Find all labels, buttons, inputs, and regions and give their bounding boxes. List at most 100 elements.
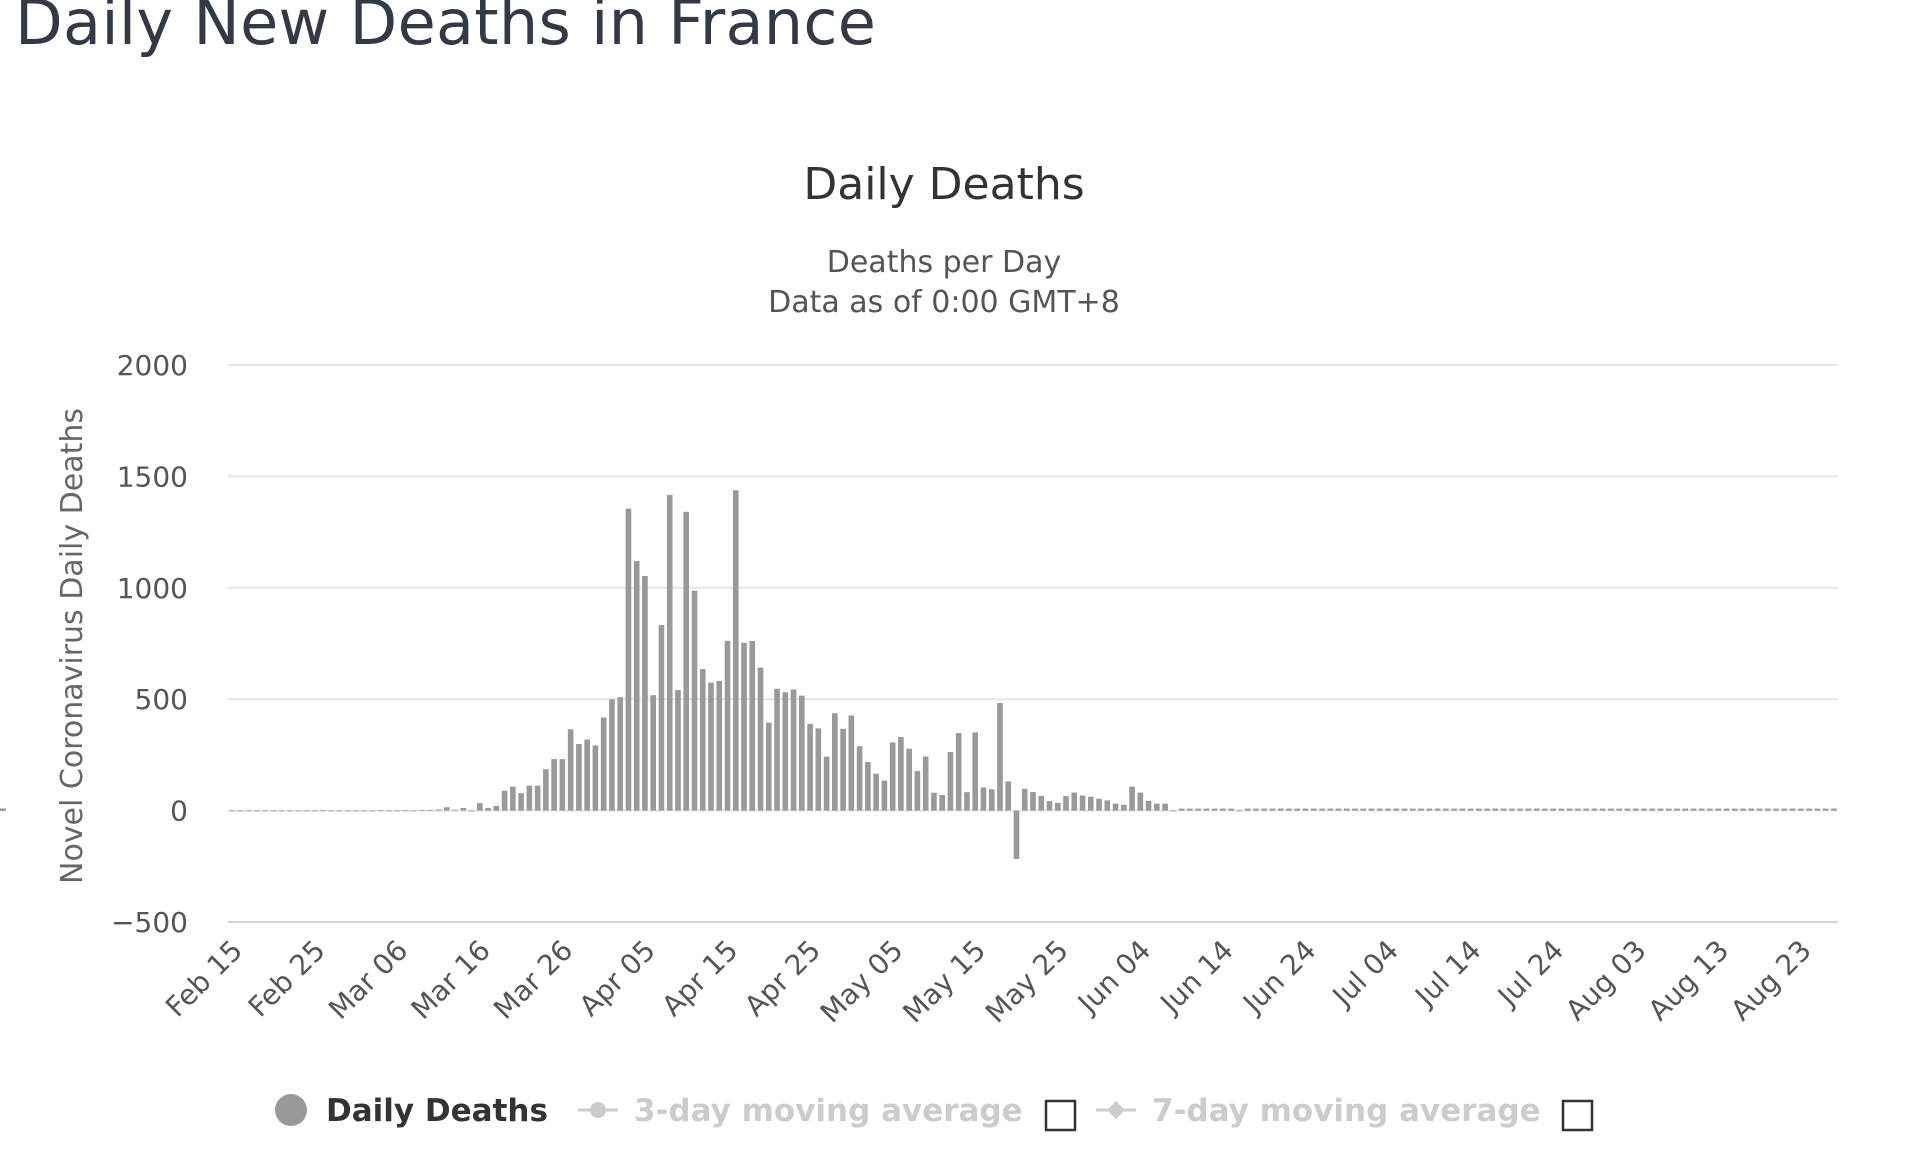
bar-2020-06-20[interactable] bbox=[1269, 808, 1276, 811]
bar-2020-06-11[interactable] bbox=[1195, 808, 1201, 811]
bar-2020-06-22[interactable] bbox=[1286, 808, 1292, 811]
bar-2020-06-13[interactable] bbox=[1211, 808, 1218, 811]
bar-2020-08-04[interactable] bbox=[1641, 808, 1647, 811]
bar-2020-07-30[interactable] bbox=[1599, 808, 1606, 811]
bar-2020-07-04[interactable] bbox=[1385, 808, 1391, 811]
bar-2020-04-22[interactable] bbox=[782, 692, 789, 811]
bar-2020-07-21[interactable] bbox=[1525, 808, 1532, 811]
bar-2020-08-20[interactable] bbox=[1773, 808, 1779, 811]
legend-item-daily-deaths[interactable]: Daily Deaths bbox=[275, 1093, 548, 1129]
bar-2020-02-18[interactable] bbox=[254, 810, 260, 812]
bar-2020-03-24[interactable] bbox=[543, 769, 549, 811]
legend-item-7-day-moving-average[interactable]: 7-day moving average bbox=[1096, 1093, 1594, 1132]
bar-2020-07-17[interactable] bbox=[1492, 808, 1499, 811]
bar-2020-04-21[interactable] bbox=[774, 688, 780, 811]
bar-2020-02-27[interactable] bbox=[328, 810, 335, 812]
bar-2020-05-03[interactable] bbox=[873, 773, 879, 811]
bar-2020-08-14[interactable] bbox=[1723, 808, 1730, 811]
bar-2020-04-07[interactable] bbox=[658, 625, 665, 811]
bar-2020-07-16[interactable] bbox=[1484, 808, 1490, 811]
bar-2020-03-23[interactable] bbox=[534, 785, 541, 811]
legend-item-3-day-moving-average[interactable]: 3-day moving average bbox=[578, 1093, 1077, 1132]
bar-2020-07-18[interactable] bbox=[1500, 808, 1507, 811]
bar-2020-04-04[interactable] bbox=[633, 561, 640, 811]
bar-2020-04-18[interactable] bbox=[749, 641, 756, 811]
bar-2020-02-26[interactable] bbox=[320, 810, 326, 812]
bar-2020-07-12[interactable] bbox=[1451, 808, 1457, 811]
bar-2020-03-14[interactable] bbox=[460, 807, 467, 811]
bar-2020-05-08[interactable] bbox=[914, 770, 921, 811]
bar-2020-03-13[interactable] bbox=[452, 809, 458, 811]
bar-2020-03-31[interactable] bbox=[600, 717, 607, 811]
bar-2020-07-06[interactable] bbox=[1401, 808, 1408, 811]
bar-2020-05-29[interactable] bbox=[1087, 796, 1094, 811]
bar-2020-05-15[interactable] bbox=[972, 732, 979, 811]
bar-2020-03-20[interactable] bbox=[510, 786, 516, 811]
bar-2020-06-01[interactable] bbox=[1112, 803, 1119, 811]
bar-2020-03-30[interactable] bbox=[592, 745, 599, 811]
bar-2020-04-16[interactable] bbox=[732, 490, 739, 811]
bar-2020-02-15[interactable] bbox=[229, 810, 235, 812]
bar-2020-03-07[interactable] bbox=[402, 810, 409, 812]
bar-2020-08-11[interactable] bbox=[1698, 808, 1705, 811]
bar-2020-07-20[interactable] bbox=[1517, 808, 1523, 811]
bar-2020-06-23[interactable] bbox=[1294, 808, 1301, 811]
bar-2020-07-28[interactable] bbox=[1583, 808, 1589, 811]
bar-2020-05-24[interactable] bbox=[1046, 801, 1053, 811]
bar-2020-05-16[interactable] bbox=[980, 787, 987, 811]
bar-2020-08-16[interactable] bbox=[1740, 808, 1746, 811]
bar-2020-06-21[interactable] bbox=[1277, 808, 1284, 811]
bar-2020-03-08[interactable] bbox=[410, 810, 417, 812]
bar-2020-07-15[interactable] bbox=[1476, 808, 1482, 811]
bar-2020-05-25[interactable] bbox=[1054, 802, 1061, 811]
bar-2020-04-26[interactable] bbox=[815, 728, 822, 811]
bar-2020-07-19[interactable] bbox=[1509, 808, 1515, 811]
bar-2020-06-10[interactable] bbox=[1187, 808, 1193, 811]
bar-2020-06-09[interactable] bbox=[1178, 808, 1185, 811]
bar-2020-07-22[interactable] bbox=[1533, 808, 1540, 811]
bar-2020-06-30[interactable] bbox=[1352, 808, 1358, 811]
bar-2020-03-17[interactable] bbox=[485, 807, 491, 811]
bar-2020-04-19[interactable] bbox=[757, 667, 764, 811]
bar-2020-07-13[interactable] bbox=[1459, 808, 1466, 811]
bar-2020-06-14[interactable] bbox=[1220, 808, 1226, 811]
bar-2020-04-01[interactable] bbox=[609, 699, 615, 811]
bar-2020-07-24[interactable] bbox=[1550, 808, 1556, 811]
bar-2020-02-28[interactable] bbox=[336, 810, 343, 812]
bar-2020-06-24[interactable] bbox=[1302, 808, 1309, 811]
bar-2020-05-11[interactable] bbox=[939, 795, 945, 811]
bar-2020-05-28[interactable] bbox=[1079, 795, 1086, 811]
bar-2020-04-09[interactable] bbox=[675, 690, 681, 811]
bar-2020-07-05[interactable] bbox=[1393, 808, 1400, 811]
legend-checkbox-3-day[interactable] bbox=[1044, 1099, 1077, 1132]
bar-2020-08-05[interactable] bbox=[1649, 808, 1656, 811]
bar-2020-05-12[interactable] bbox=[947, 752, 954, 811]
bar-2020-07-26[interactable] bbox=[1566, 808, 1573, 811]
bar-2020-07-27[interactable] bbox=[1575, 808, 1581, 811]
bar-2020-06-03[interactable] bbox=[1129, 786, 1135, 811]
bar-2020-08-10[interactable] bbox=[1690, 808, 1697, 811]
bar-2020-04-14[interactable] bbox=[716, 680, 723, 811]
bar-2020-02-29[interactable] bbox=[344, 810, 351, 812]
bar-2020-04-20[interactable] bbox=[765, 722, 772, 811]
bar-2020-06-04[interactable] bbox=[1137, 792, 1144, 811]
bar-2020-08-07[interactable] bbox=[1665, 808, 1672, 811]
bar-2020-07-09[interactable] bbox=[1426, 808, 1433, 811]
bar-2020-05-02[interactable] bbox=[865, 762, 871, 811]
bar-2020-06-15[interactable] bbox=[1228, 808, 1234, 811]
bar-2020-08-18[interactable] bbox=[1756, 808, 1763, 811]
bar-2020-03-12[interactable] bbox=[443, 807, 450, 811]
bar-2020-02-23[interactable] bbox=[295, 810, 301, 812]
bar-2020-04-15[interactable] bbox=[724, 640, 731, 811]
bar-2020-08-17[interactable] bbox=[1748, 808, 1755, 811]
bar-2020-03-10[interactable] bbox=[427, 810, 434, 811]
bar-2020-03-09[interactable] bbox=[419, 809, 425, 811]
bar-2020-08-03[interactable] bbox=[1632, 808, 1639, 811]
bar-2020-07-08[interactable] bbox=[1418, 808, 1424, 811]
bar-2020-04-17[interactable] bbox=[741, 642, 747, 811]
bar-2020-05-01[interactable] bbox=[856, 746, 863, 811]
bar-2020-06-05[interactable] bbox=[1145, 800, 1152, 811]
bar-2020-03-06[interactable] bbox=[394, 810, 401, 812]
bar-2020-06-19[interactable] bbox=[1261, 808, 1267, 811]
bar-2020-03-22[interactable] bbox=[526, 785, 533, 811]
